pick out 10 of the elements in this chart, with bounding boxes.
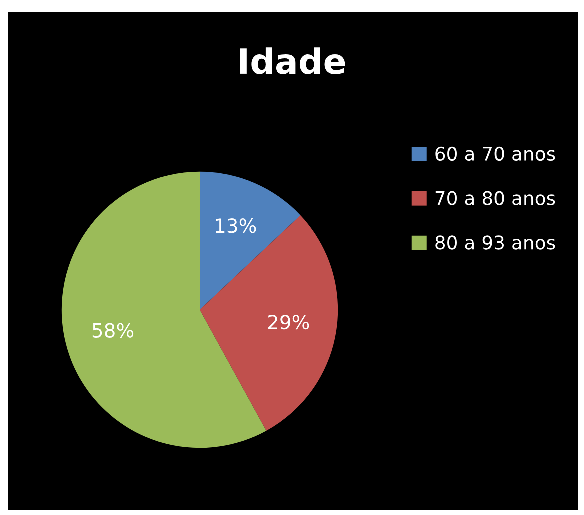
data-label: 58% [92, 323, 134, 338]
pie-slice [200, 215, 338, 432]
pie-slice [200, 172, 301, 310]
data-label: 29% [268, 314, 310, 330]
legend-label: 80 a 93 anos [436, 236, 556, 250]
pie-slice [62, 172, 267, 448]
legend-label: 70 a 80 anos [436, 191, 556, 206]
data-label: 13% [216, 218, 256, 234]
legend-label: 60 a 70 anos [436, 146, 556, 162]
chart-title: Idade [240, 48, 346, 74]
